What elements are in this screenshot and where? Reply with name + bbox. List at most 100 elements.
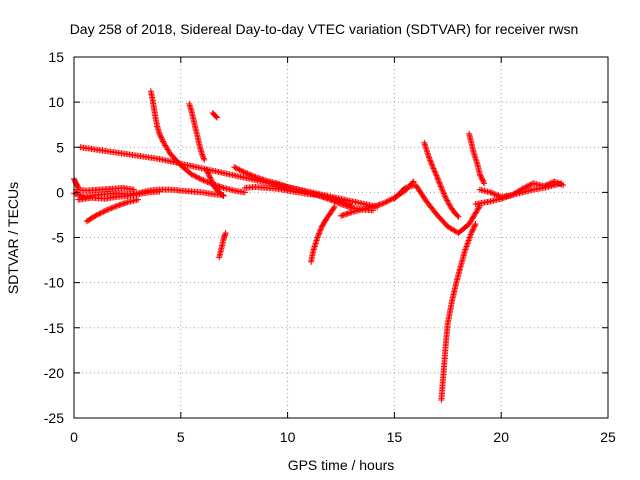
data-point [471,223,478,230]
data-point [201,156,208,163]
data-point [111,204,118,211]
data-point [428,160,435,167]
data-point [547,180,554,187]
data-point [199,151,206,158]
data-point [99,209,106,216]
data-point [438,184,445,191]
x-tick-label: 15 [387,429,403,445]
data-point [557,180,564,187]
data-point [160,138,167,145]
x-tick-label: 5 [177,429,185,445]
data-point [207,175,214,182]
data-point [554,179,561,186]
data-point [315,231,322,238]
data-point [492,191,499,198]
data-point [189,172,196,179]
data-point [205,170,212,177]
data-point [210,180,217,187]
data-point [469,227,476,234]
grid [74,57,608,418]
data-point [107,205,114,212]
data-point [425,153,432,160]
data-point [527,181,534,188]
data-point [387,196,394,203]
data-point [542,182,549,189]
data-point [213,113,220,120]
y-tick-label: -10 [44,275,64,291]
data-point [130,186,137,193]
data-point [91,213,98,220]
data-point [315,233,322,240]
data-point [440,190,447,197]
data-point [156,130,163,137]
data-point [384,198,391,205]
data-point [427,158,434,165]
data-point [490,190,497,197]
data-point [439,187,446,194]
data-point [546,180,553,187]
data-point [158,135,165,142]
data-point [455,213,462,220]
series-arc-18-5h [466,130,488,187]
x-tick-label: 20 [493,429,509,445]
x-tick-label: 0 [70,429,78,445]
data-point [75,184,82,191]
data-point [426,155,433,162]
series-rising-arc-7h [216,229,229,261]
data-point [240,168,247,175]
data-point [481,180,488,187]
data-point [197,176,204,183]
data-point [348,202,355,209]
data-point [437,182,444,189]
data-point [436,180,443,187]
data-point [314,234,321,241]
y-tick-label: 0 [56,184,64,200]
chart-title: Day 258 of 2018, Sidereal Day-to-day VTE… [70,21,579,37]
series-isolated-points [77,144,381,210]
series-baseline-arc-3 [73,184,137,194]
data-point [442,193,449,200]
data-point [435,178,442,185]
series-descending-arc-low [83,196,142,225]
data-point [491,191,498,198]
data-point [470,224,477,231]
data-point [520,185,527,192]
data-point [524,183,531,190]
data-point [219,192,226,199]
data-point [156,188,163,195]
data-point [239,168,246,175]
data-point [159,137,166,144]
data-point [222,229,229,236]
data-point [470,226,477,233]
data-point [135,196,142,203]
data-point [241,169,248,176]
data-point [468,228,475,235]
data-point [205,171,212,178]
data-point [199,152,206,159]
data-point [431,168,438,175]
data-point [108,205,115,212]
series-late-arc-2 [476,178,567,200]
data-point [436,179,443,186]
data-point [551,178,558,185]
data-point [209,179,216,186]
data-point [526,182,533,189]
series-dip-near-5-8h [203,166,227,199]
data-point [429,164,436,171]
data-point [443,196,450,203]
x-axis-label: GPS time / hours [288,457,395,473]
data-point [247,171,254,178]
data-point [331,203,338,210]
data-point [236,166,243,173]
data-point [382,199,389,206]
data-point [97,210,104,217]
y-tick-label: -15 [44,320,64,336]
data-point [210,182,217,189]
series-baseline-arc-2 [75,188,163,203]
data-point [232,164,239,171]
data-point [316,230,323,237]
data-point [401,185,408,192]
data-point [471,222,478,229]
data-point [93,212,100,219]
